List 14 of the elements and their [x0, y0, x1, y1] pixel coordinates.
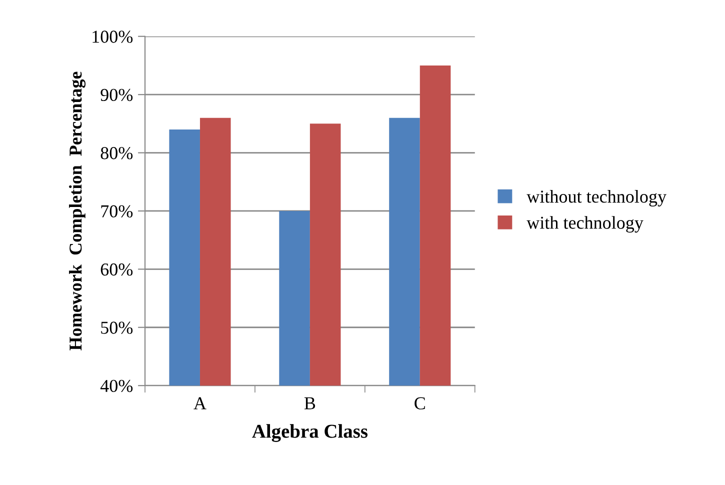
y-tick-label: 70%: [101, 205, 133, 218]
legend-label: with technology: [526, 216, 644, 233]
y-tick-label: 90%: [100, 88, 133, 102]
x-tick-label: B: [304, 397, 316, 410]
legend-label: without technology: [526, 190, 666, 206]
y-tick-label: 40%: [100, 380, 133, 392]
y-tick-label: 50%: [101, 322, 133, 334]
y-tick-label: 80%: [100, 147, 133, 160]
y-tick-label: 100%: [92, 30, 133, 43]
x-axis-title: Algebra Class: [252, 424, 368, 442]
x-tick-label: A: [194, 397, 206, 410]
y-axis-title: Homework Completion Percentage: [69, 72, 86, 350]
x-tick-label: C: [414, 397, 425, 410]
y-tick-label: 60%: [100, 263, 133, 276]
